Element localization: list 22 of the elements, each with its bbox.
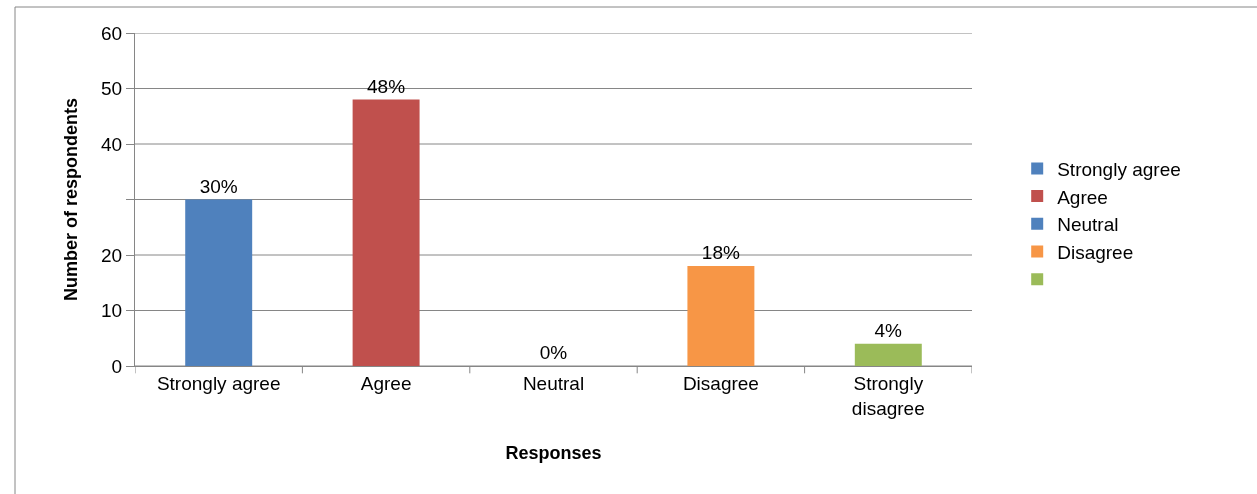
x-tick-label: Strongly disagree — [851, 372, 925, 419]
data-label: 30% — [199, 175, 238, 197]
y-tick-label: 20 — [101, 244, 123, 266]
data-label: 18% — [701, 242, 740, 264]
y-tick-label: 40 — [101, 133, 123, 155]
data-label: 0% — [539, 342, 568, 363]
y-tick-label: 50 — [101, 78, 123, 100]
x-axis-title: Responses — [505, 442, 602, 463]
y-tick-label: 60 — [101, 22, 123, 44]
y-tick-label: 10 — [101, 300, 123, 322]
data-label: 4% — [874, 319, 903, 341]
legend-label: Agree — [1057, 186, 1108, 208]
legend-label: Strongly agree — [1057, 158, 1181, 180]
legend-label: Neutral — [1057, 214, 1119, 236]
x-tick-label: Agree — [360, 372, 412, 394]
data-label: 48% — [367, 75, 406, 97]
legend-label: Disagree — [1057, 241, 1134, 263]
x-tick-label: Disagree — [682, 372, 759, 394]
x-tick-label: Strongly agree — [156, 372, 281, 394]
y-tick-label: 0 — [111, 355, 123, 377]
x-tick-label: Neutral — [522, 372, 585, 394]
y-axis-title: Number of respondents — [61, 97, 82, 302]
